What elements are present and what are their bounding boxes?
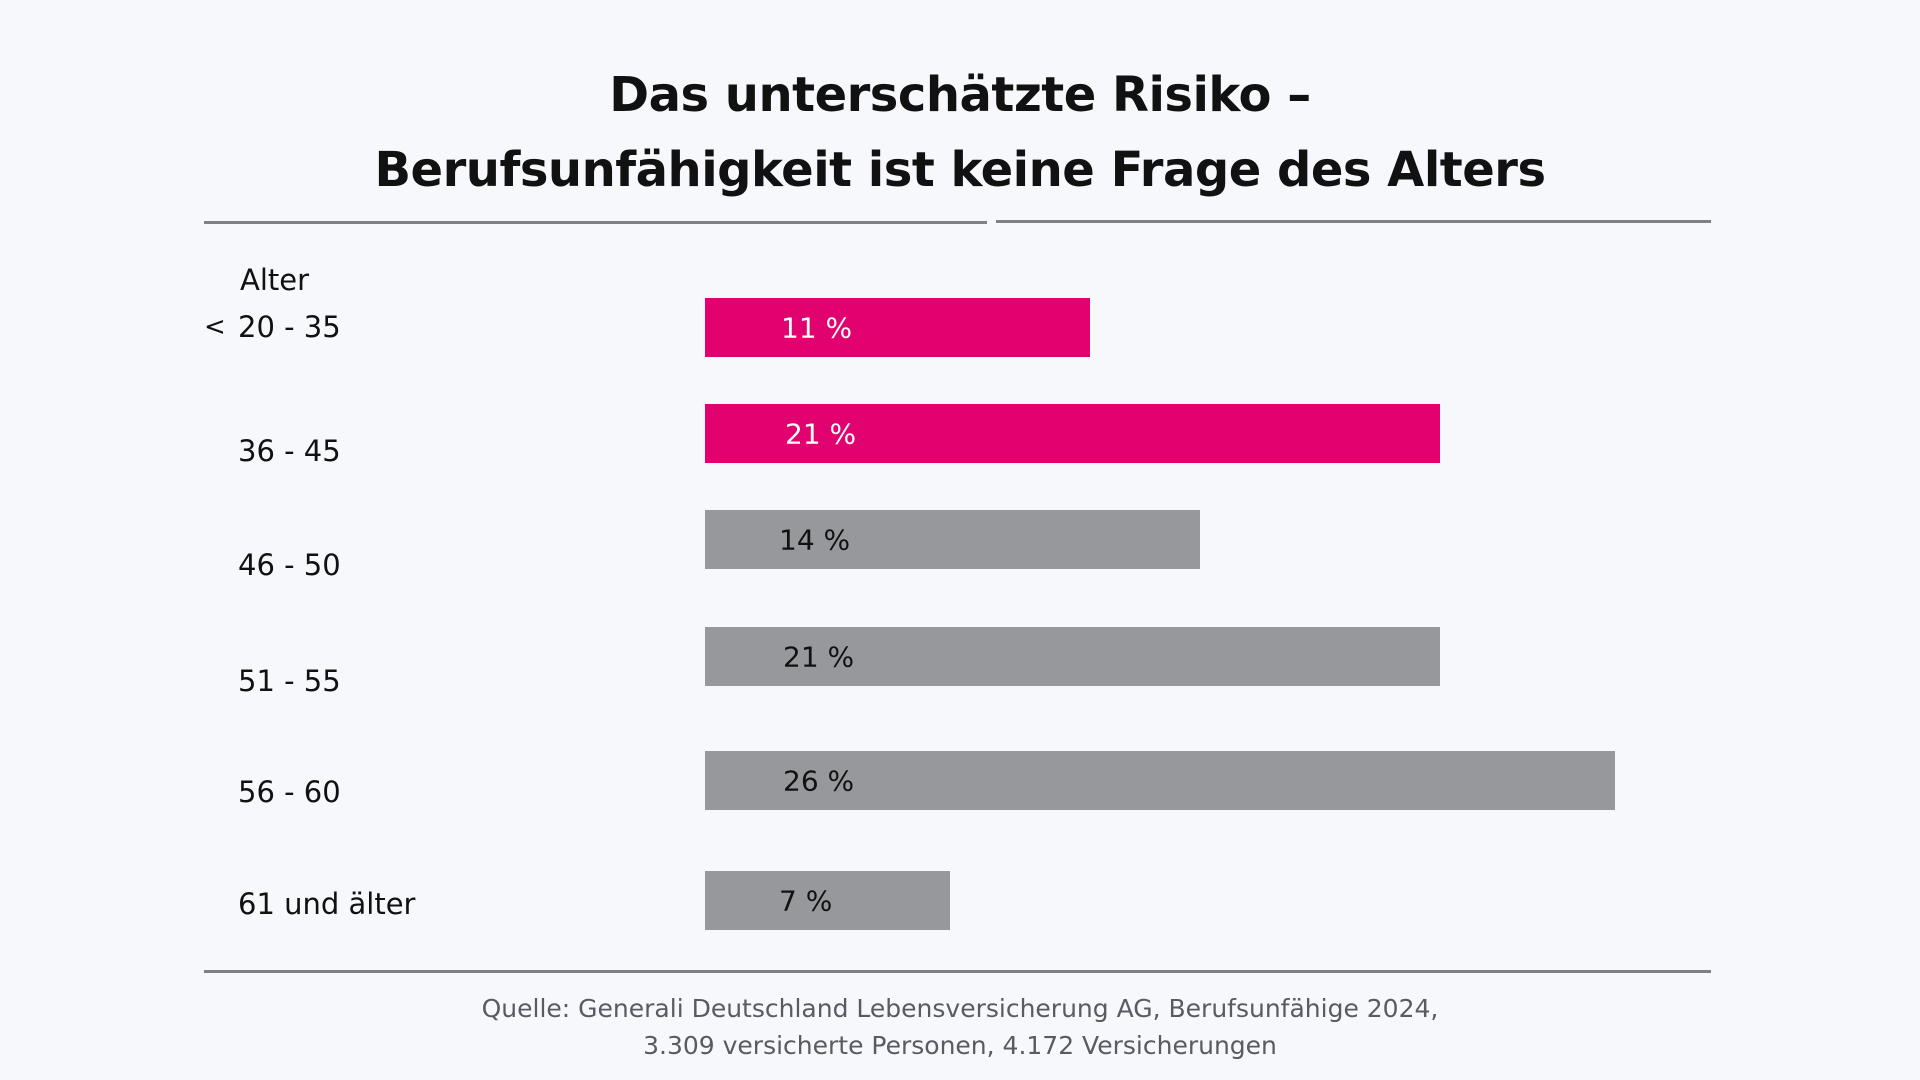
row-marker: < — [204, 312, 226, 342]
bar-3 — [705, 510, 1200, 569]
chart-title: Das unterschätzte Risiko – Berufsunfähig… — [0, 58, 1920, 208]
axis-label-alter: Alter — [240, 263, 309, 297]
source-line-2: 3.309 versicherte Personen, 4.172 Versic… — [643, 1031, 1277, 1060]
bar-5 — [705, 751, 1615, 810]
source-line-1: Quelle: Generali Deutschland Lebensversi… — [481, 994, 1439, 1023]
bar-4 — [705, 627, 1440, 686]
bar-value-label-4: 21 % — [783, 641, 854, 674]
category-label-2: 36 - 45 — [238, 434, 341, 468]
category-label-1: 20 - 35 — [238, 310, 341, 344]
bar-6 — [705, 871, 950, 930]
bar-value-label-5: 26 % — [783, 765, 854, 798]
bar-value-label-6: 7 % — [779, 885, 832, 918]
category-label-5: 56 - 60 — [238, 775, 341, 809]
bar-value-label-2: 21 % — [785, 418, 856, 451]
category-label-3: 46 - 50 — [238, 548, 341, 582]
bar-value-label-1: 11 % — [781, 312, 852, 345]
category-label-6: 61 und älter — [238, 887, 416, 921]
chart-title-line-1: Das unterschätzte Risiko – — [609, 67, 1311, 123]
chart-title-line-2: Berufsunfähigkeit ist keine Frage des Al… — [374, 142, 1546, 198]
bar-2 — [705, 404, 1440, 463]
category-label-4: 51 - 55 — [238, 664, 341, 698]
source-note: Quelle: Generali Deutschland Lebensversi… — [0, 990, 1920, 1064]
bar-1 — [705, 298, 1090, 357]
bar-value-label-3: 14 % — [779, 524, 850, 557]
